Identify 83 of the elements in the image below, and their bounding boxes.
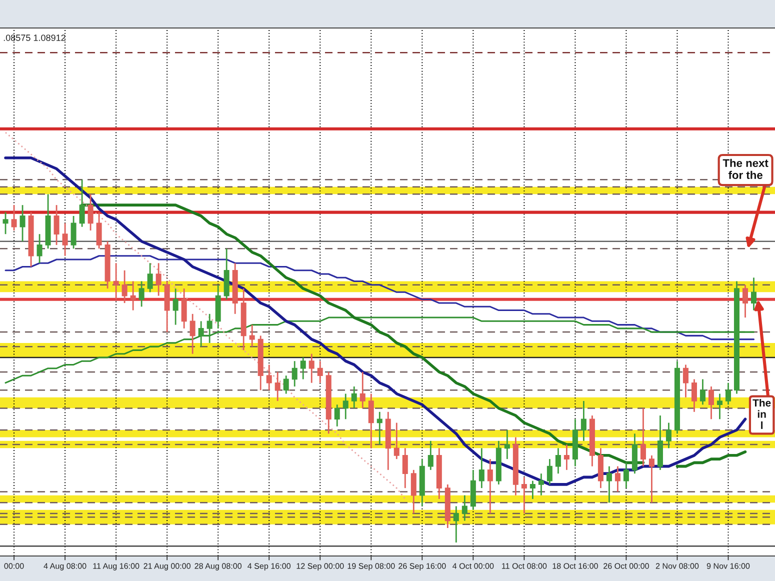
candlestick	[462, 494, 468, 522]
candlestick	[79, 178, 85, 228]
annotation: The in l	[752, 398, 771, 429]
x-tick-label: 2 Nov 08:00	[656, 563, 699, 569]
candlestick	[580, 400, 586, 442]
candlestick	[368, 393, 374, 449]
x-tick-label: 00:00	[4, 563, 24, 569]
candlestick	[249, 324, 255, 348]
candlestick	[640, 408, 646, 467]
candlestick	[147, 262, 153, 293]
x-tick-label: 11 Aug 16:00	[93, 563, 140, 570]
x-tick-label: 18 Oct 16:00	[552, 563, 598, 569]
text: .08575 1.08912	[4, 34, 66, 41]
candlestick	[725, 382, 731, 406]
candlestick	[88, 193, 94, 232]
candlestick	[190, 313, 196, 355]
candlestick	[292, 360, 298, 388]
candlestick	[402, 447, 408, 489]
candlestick	[130, 280, 136, 311]
candlestick	[70, 215, 76, 250]
candlestick	[2, 212, 8, 235]
candlestick	[198, 320, 204, 348]
candlestick	[410, 469, 416, 514]
x-tick-label: 12 Sep 00:00	[296, 563, 344, 570]
candlestick	[708, 386, 714, 420]
candlestick	[317, 360, 323, 384]
candlestick	[623, 462, 629, 489]
x-tick-label: 4 Oct 00:00	[452, 563, 494, 569]
candlestick	[181, 288, 187, 330]
candlestick	[700, 378, 706, 406]
x-tick-label: 9 Nov 16:00	[706, 563, 750, 569]
candlestick	[453, 506, 459, 544]
candlestick	[172, 288, 178, 326]
candlestick	[334, 404, 340, 428]
candlestick	[113, 262, 119, 300]
candlestick	[342, 393, 348, 420]
x-tick-label: 4 Aug 08:00	[44, 563, 86, 570]
candlestick	[36, 233, 42, 264]
candlestick	[122, 270, 128, 304]
candlestick	[564, 444, 570, 471]
x-tick-label: 21 Aug 00:00	[144, 563, 191, 570]
candlestick	[682, 364, 688, 398]
candlestick	[206, 313, 212, 344]
candlestick	[521, 476, 527, 514]
candlestick	[614, 466, 620, 492]
candlestick	[394, 422, 400, 460]
candlestick	[62, 222, 68, 257]
candlestick	[360, 371, 366, 409]
candlestick	[691, 378, 697, 413]
candlestick	[478, 447, 484, 489]
candlestick	[716, 393, 722, 420]
candlestick	[266, 364, 272, 391]
candlestick	[538, 472, 544, 496]
candlestick	[20, 204, 26, 242]
candlestick	[530, 480, 536, 500]
candlestick	[428, 440, 434, 471]
candlestick	[487, 458, 493, 514]
candlestick	[138, 280, 144, 308]
candlestick	[156, 262, 162, 296]
candlestick	[54, 204, 60, 246]
candlestick	[274, 371, 280, 402]
x-tick-label: 19 Sep 08:00	[348, 563, 395, 570]
candlestick	[648, 454, 654, 504]
x-tick-label: 28 Aug 08:00	[194, 563, 242, 570]
candlestick	[666, 422, 672, 449]
candlestick	[606, 466, 612, 504]
x-tick-label: 26 Oct 00:00	[604, 563, 649, 569]
candlestick	[376, 411, 382, 446]
candlestick	[300, 356, 306, 380]
annotation: The next for the	[722, 158, 768, 179]
candlestick	[283, 374, 289, 394]
candlestick	[11, 204, 17, 232]
candlestick	[96, 212, 102, 250]
candlestick	[308, 353, 314, 384]
candlestick	[546, 458, 552, 486]
candlestick	[555, 447, 561, 474]
candlestick	[750, 276, 756, 311]
x-tick-label: 11 Oct 08:00	[502, 563, 547, 569]
candlestick	[504, 429, 510, 460]
candlestick	[742, 284, 748, 318]
candlestick	[351, 386, 357, 409]
x-tick-label: 4 Sep 16:00	[248, 563, 291, 570]
x-tick-label: 26 Sep 16:00	[398, 563, 446, 570]
